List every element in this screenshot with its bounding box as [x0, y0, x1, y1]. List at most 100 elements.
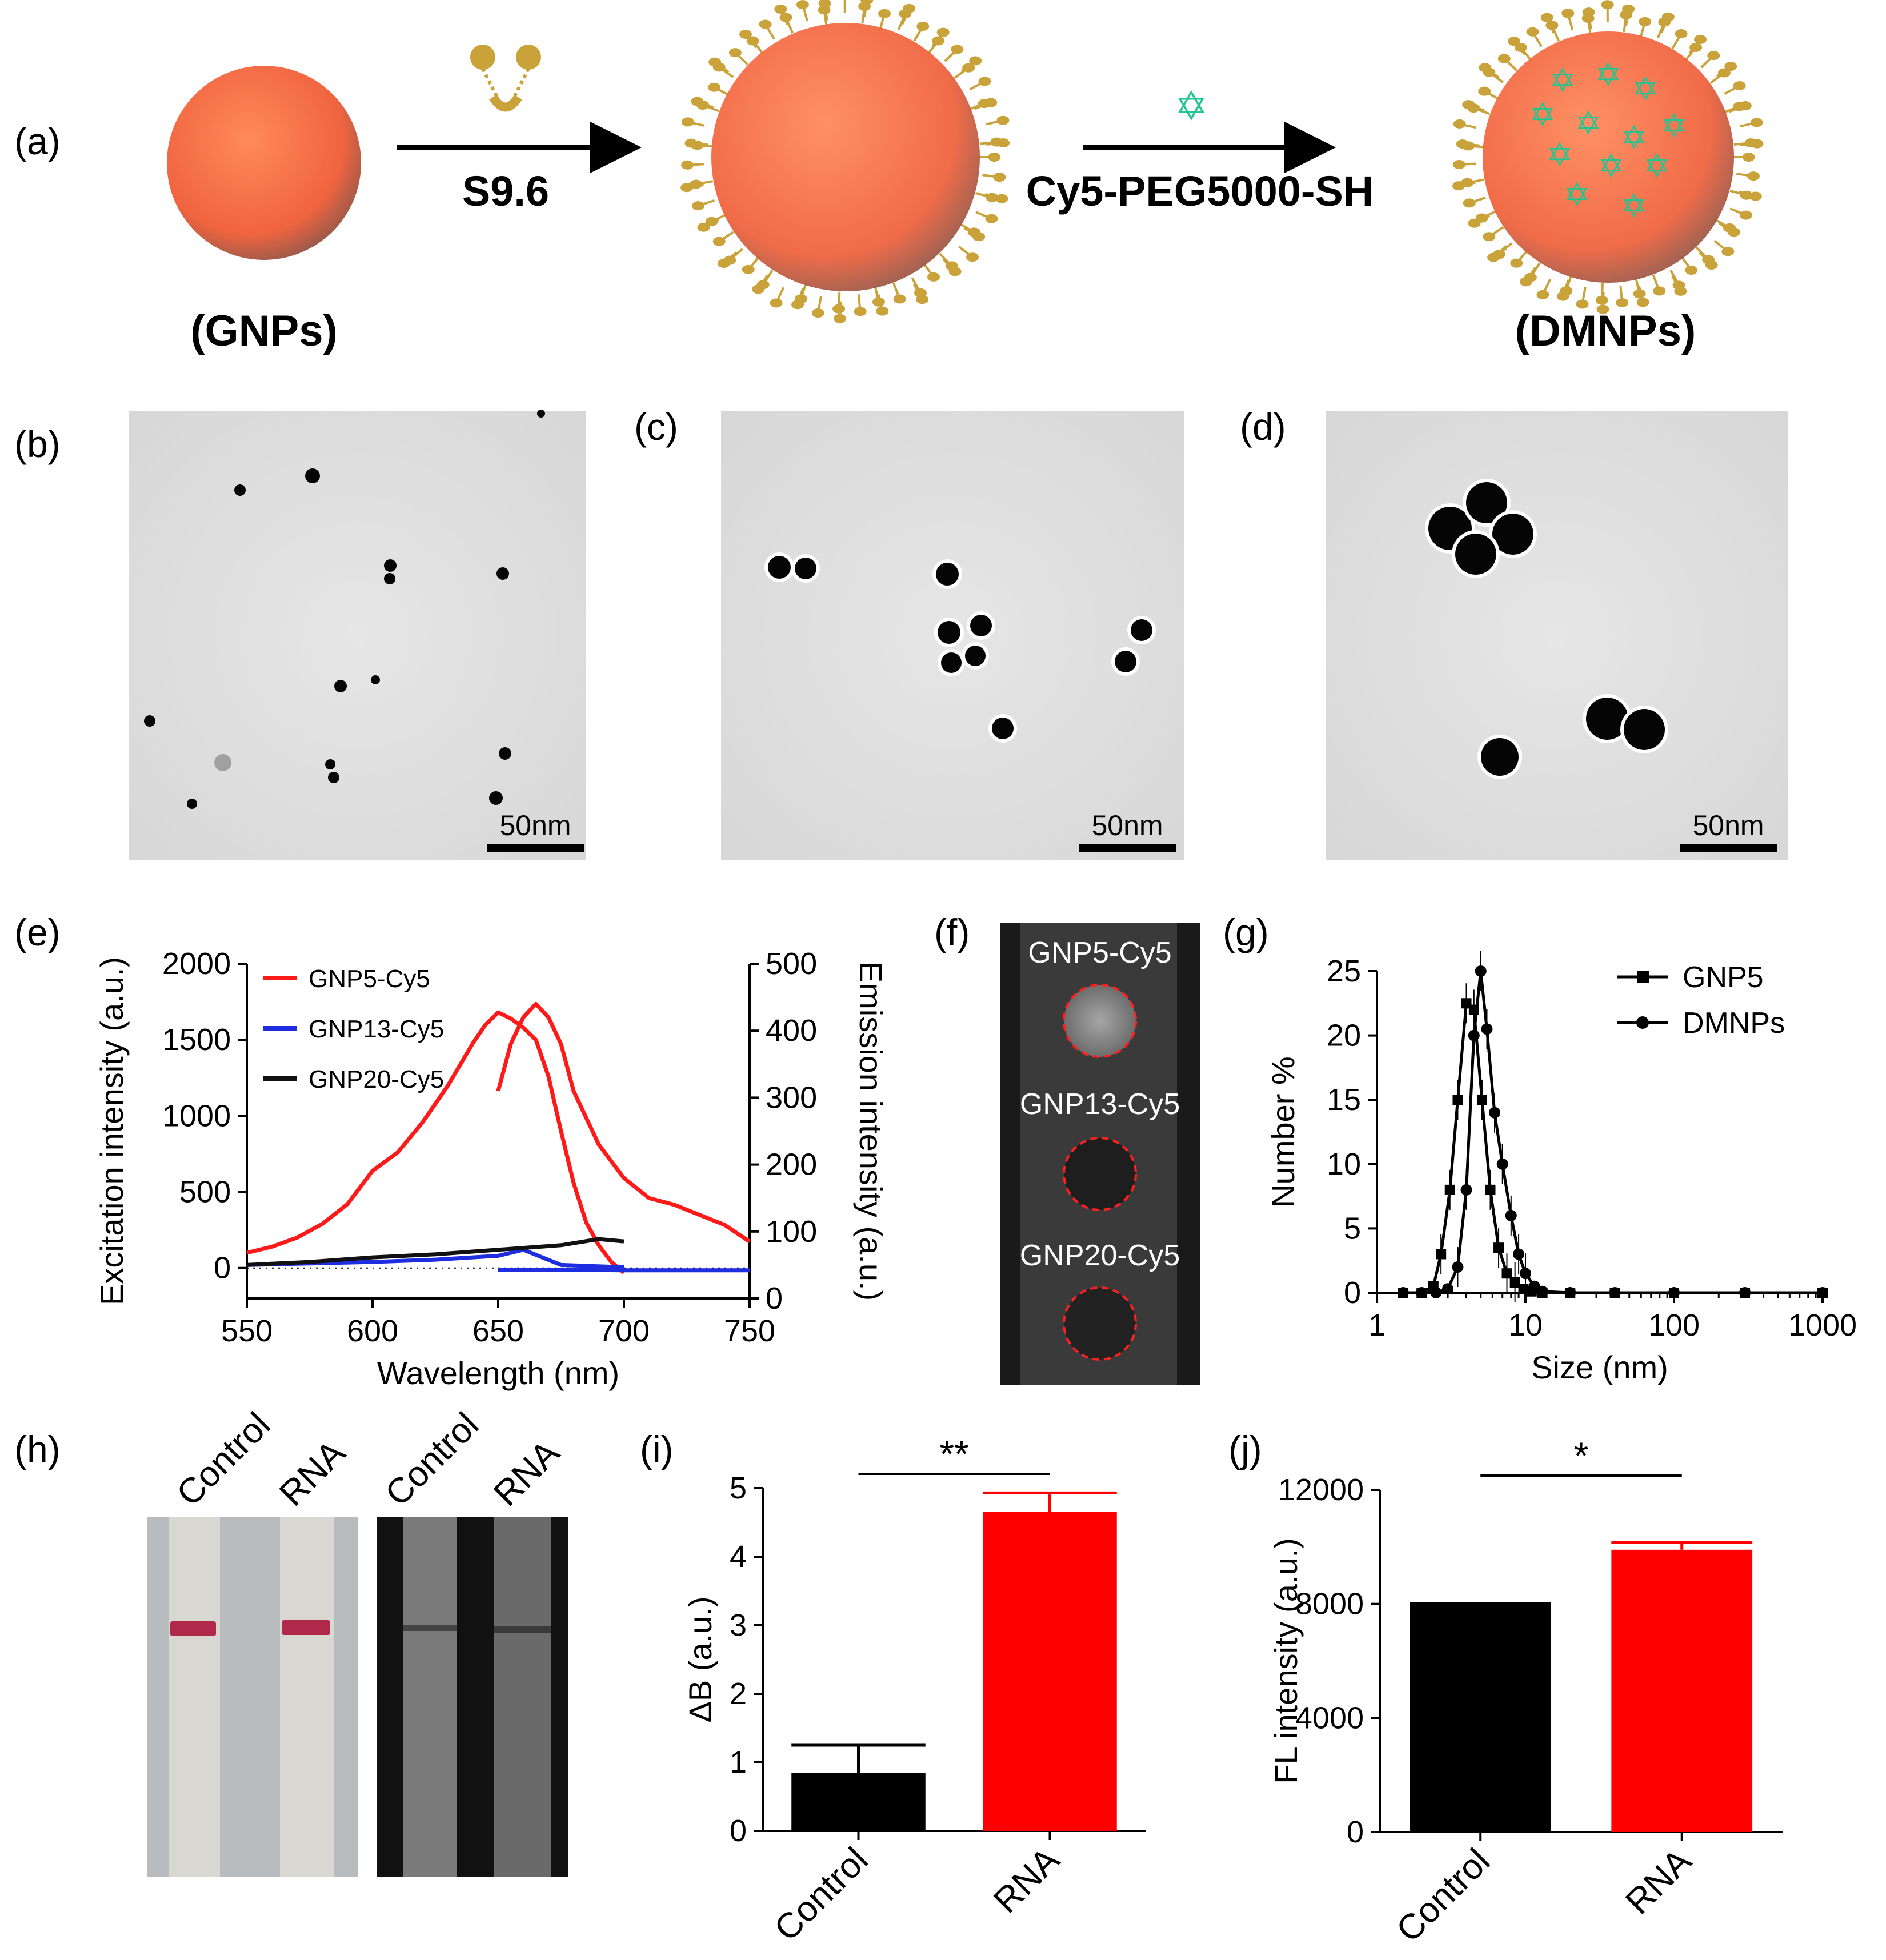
- gnp-sphere: [167, 66, 361, 260]
- tem-image-gnp13: 50nm: [721, 411, 1184, 860]
- y-tick-label: 4000: [1295, 1701, 1364, 1735]
- svg-text:✡: ✡: [1598, 148, 1625, 184]
- significance-label: *: [1574, 1434, 1589, 1477]
- antibody-icon: [470, 45, 541, 112]
- point-DMNPs: [1481, 1023, 1493, 1035]
- point-GNP5: [1485, 1184, 1496, 1195]
- panel-label-f: (f): [934, 911, 970, 953]
- strip-label-rna-2: RNA: [486, 1433, 567, 1514]
- svg-text:✡: ✡: [1549, 62, 1576, 98]
- panel-label-d: (d): [1240, 406, 1286, 448]
- point-DMNPs: [1468, 1029, 1480, 1041]
- point-DMNPs: [1460, 1184, 1472, 1196]
- strip-label-rna-1: RNA: [272, 1433, 353, 1514]
- point-DMNPs: [1513, 1248, 1525, 1260]
- y-tick-label: 500: [179, 1175, 231, 1209]
- svg-text:✡: ✡: [1661, 108, 1688, 144]
- series-GNP5-Cy5-emission: [496, 1001, 751, 1244]
- y-tick-label: 5: [1344, 1211, 1361, 1245]
- point-DMNPs: [1739, 1287, 1751, 1298]
- point-GNP5: [1493, 1242, 1504, 1253]
- step2-label: Cy5-PEG5000-SH: [1026, 167, 1374, 215]
- dmnp-label: (DMNPs): [1515, 307, 1696, 355]
- svg-text:✡: ✡: [1529, 97, 1556, 133]
- chart-j-bars: 0 4000 8000 12000 FL intensity (a.u.) Control…: [1268, 1434, 1783, 1950]
- fluorescence-image: GNP5-Cy5 GNP13-Cy5 GNP20-Cy5: [1000, 923, 1200, 1385]
- significance-label: **: [939, 1433, 968, 1475]
- point-DMNPs: [1475, 965, 1487, 977]
- svg-text:✡: ✡: [1595, 57, 1622, 93]
- point-DMNPs: [1536, 1285, 1548, 1297]
- y-tick-label: 1000: [162, 1099, 231, 1133]
- fluor-label-gnp5: GNP5-Cy5: [1028, 936, 1171, 969]
- x-tick-label: Control: [767, 1840, 875, 1949]
- y-axis-label: Excitation intensity (a.u.): [94, 957, 130, 1305]
- point-DMNPs: [1416, 1287, 1428, 1298]
- point-DMNPs: [1564, 1287, 1576, 1298]
- panel-label-g: (g): [1223, 911, 1269, 953]
- scale-bar-label: 50nm: [1692, 809, 1764, 841]
- x-tick-label: 650: [472, 1314, 524, 1348]
- svg-text:✡: ✡: [1621, 188, 1648, 224]
- y-axis-label: ΔB (a.u.): [682, 1596, 718, 1722]
- fluor-label-gnp20: GNP20-Cy5: [1020, 1239, 1180, 1272]
- gnp-label: (GNPs): [190, 307, 338, 355]
- legend-label: DMNPs: [1683, 1007, 1785, 1040]
- y-tick-label: 8000: [1295, 1587, 1364, 1621]
- cy5-star-icon: ✡: [1175, 84, 1208, 129]
- svg-text:✡: ✡: [1564, 177, 1591, 213]
- legend-label: GNP5: [1683, 961, 1764, 994]
- legend-label: GNP5-Cy5: [309, 965, 430, 993]
- series-GNP5-Cy5-excitation: [246, 1010, 626, 1274]
- series-GNP20-Cy5-excitation: [246, 1237, 624, 1267]
- x-axis-label: Wavelength (nm): [377, 1355, 619, 1391]
- bar-rna: [1611, 1549, 1753, 1832]
- x-tick-label: 100: [1648, 1308, 1700, 1342]
- y-tick-label: 0: [730, 1814, 747, 1848]
- y2-tick-label: 0: [766, 1281, 783, 1316]
- y-tick-label: 5: [730, 1471, 747, 1505]
- point-DMNPs: [1397, 1287, 1409, 1298]
- point-DMNPs: [1489, 1107, 1501, 1119]
- legend-marker: [1636, 1016, 1649, 1029]
- y-tick-label: 3: [730, 1608, 747, 1642]
- y2-axis-label: Emission intensity (a.u.): [853, 961, 889, 1301]
- legend-label: GNP13-Cy5: [309, 1015, 444, 1043]
- x-tick-label: RNA: [1618, 1841, 1699, 1922]
- y-tick-label: 4: [730, 1540, 747, 1574]
- y2-tick-label: 500: [766, 947, 817, 981]
- point-GNP5: [1501, 1268, 1512, 1279]
- chart-e-spectra: 550 600 650 700 7500500100015002000010020030…: [94, 947, 889, 1391]
- panel-label-i: (i): [640, 1428, 674, 1470]
- y-axis-label: Number %: [1265, 1056, 1301, 1208]
- point-GNP5: [1444, 1184, 1455, 1195]
- y-tick-label: 10: [1327, 1147, 1361, 1181]
- bar-control: [791, 1773, 926, 1831]
- svg-text:✡: ✡: [1644, 148, 1671, 184]
- panel-label-c: (c): [634, 406, 678, 448]
- point-GNP5: [1509, 1277, 1520, 1288]
- y-tick-label: 15: [1327, 1083, 1361, 1117]
- panel-label-e: (e): [14, 911, 61, 953]
- x-axis-label: Size (nm): [1531, 1349, 1668, 1385]
- tem-image-gnp20: 50nm: [1326, 411, 1788, 860]
- svg-text:✡: ✡: [1621, 119, 1648, 155]
- x-tick-label: 10: [1508, 1308, 1543, 1342]
- dmnp-particle: ✡ ✡ ✡✡ ✡✡ ✡ ✡✡ ✡✡✡: [1452, 0, 1764, 314]
- x-tick-label: 1000: [1788, 1308, 1857, 1342]
- bar-control: [1410, 1604, 1551, 1832]
- y-tick-label: 25: [1327, 954, 1361, 988]
- y-tick-label: 0: [1344, 1276, 1361, 1310]
- point-DMNPs: [1442, 1283, 1454, 1295]
- x-tick-label: 550: [221, 1314, 273, 1348]
- panel-label-b: (b): [14, 423, 61, 465]
- y-tick-label: 0: [1347, 1815, 1364, 1849]
- chart-i-bars: 0 1 2 3 4 5 ΔB (a.u.) Control RNA **: [682, 1433, 1146, 1949]
- y-tick-label: 12000: [1278, 1473, 1364, 1507]
- antibody-coated-particle: [680, 0, 1010, 323]
- svg-text:✡: ✡: [1575, 105, 1602, 141]
- scale-bar-label: 50nm: [1091, 809, 1163, 841]
- y2-tick-label: 200: [766, 1148, 817, 1182]
- strip-images: Control RNA Control RNA: [147, 1405, 568, 1877]
